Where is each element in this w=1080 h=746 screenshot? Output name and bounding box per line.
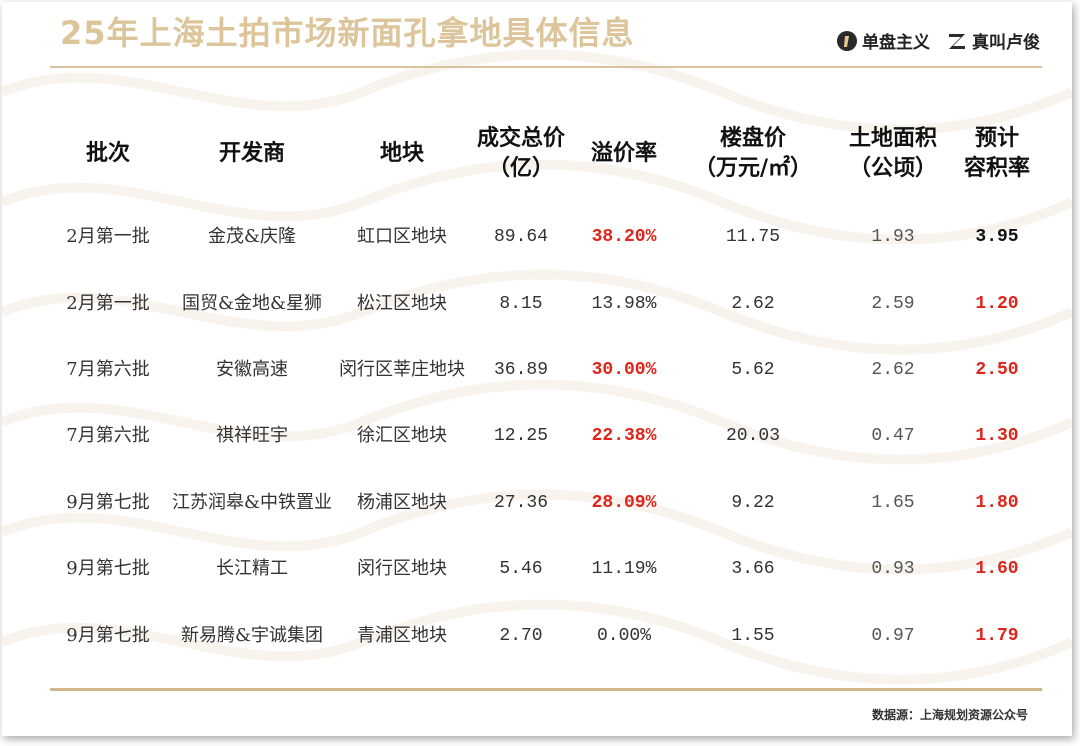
cell-total-price: 12.25 (493, 426, 548, 447)
cell-far: 1.20 (975, 293, 1019, 314)
cell-batch: 7月第六批 (66, 425, 150, 447)
brand-name-1: 单盘主义 (862, 33, 930, 53)
brand-name-2: 真叫卢俊 (972, 33, 1040, 53)
header-house-price: 楼盘价 （万元/㎡） (693, 125, 813, 181)
cell-batch: 2月第一批 (66, 226, 150, 248)
cell-plot: 闵行区地块 (357, 558, 447, 580)
table-row: 2月第一批 国贸&金地&星狮 松江区地块 8.15 13.98% 2.62 2.59 1.20 (50, 270, 1042, 336)
cell-premium-rate: 11.19% (591, 559, 657, 580)
cell-total-price: 89.64 (493, 227, 548, 248)
header-batch: 批次 (85, 140, 130, 166)
brand-zhenjiaolujun: 真叫卢俊 (946, 28, 1040, 53)
brand-danpanzhuyi: 单盘主义 (836, 28, 930, 53)
cell-plot: 杨浦区地块 (357, 491, 447, 513)
cell-developer: 江苏润皋&中铁置业 (171, 491, 333, 513)
cell-plot: 虹口区地块 (357, 226, 447, 248)
cell-total-price: 27.36 (493, 492, 548, 513)
cell-house-price: 11.75 (725, 227, 780, 248)
cell-total-price: 2.70 (499, 625, 543, 646)
cell-land-area: 1.65 (871, 492, 915, 513)
cell-house-price: 1.55 (731, 625, 775, 646)
header-total-price: 成交总价 （亿） (476, 125, 565, 181)
cell-developer: 金茂&庆隆 (207, 226, 297, 248)
table-header: 批次 开发商 地块 成交总价 （亿） 溢价率 楼盘价 （万元/㎡） 土地面积 （公顷）… (50, 102, 1042, 204)
cell-developer: 新易腾&宇诚集团 (180, 624, 324, 646)
cell-batch: 9月第七批 (66, 624, 150, 646)
cell-plot: 徐汇区地块 (357, 425, 447, 447)
cell-house-price: 3.66 (731, 559, 775, 580)
cell-land-area: 0.47 (871, 426, 915, 447)
cell-developer: 长江精工 (216, 558, 288, 580)
header-plot: 地块 (379, 140, 424, 166)
cell-premium-rate: 22.38% (591, 426, 657, 447)
table-row: 7月第六批 祺祥旺宇 徐汇区地块 12.25 22.38% 20.03 0.47 1.30 (50, 403, 1042, 469)
cell-far: 1.80 (975, 492, 1019, 513)
cell-land-area: 2.59 (871, 293, 915, 314)
cell-batch: 7月第六批 (66, 358, 150, 380)
cell-land-area: 0.93 (871, 559, 915, 580)
table-row: 7月第六批 安徽高速 闵行区莘庄地块 36.89 30.00% 5.62 2.62 2.50 (50, 337, 1042, 403)
header-premium-rate: 溢价率 (590, 140, 657, 166)
header-developer: 开发商 (218, 140, 285, 166)
cell-far: 1.79 (975, 625, 1019, 646)
cell-land-area: 1.93 (871, 227, 915, 248)
cell-total-price: 5.46 (499, 559, 543, 580)
brand-z-icon (949, 33, 965, 49)
top-divider (50, 66, 1042, 68)
cell-far: 2.50 (975, 359, 1019, 380)
bottom-divider (50, 688, 1042, 691)
cell-total-price: 36.89 (493, 359, 548, 380)
infographic-card: 25年上海土拍市场新面孔拿地具体信息 单盘主义 真叫卢俊 批次 开发商 地块 成… (2, 2, 1072, 736)
header-far: 预计 容积率 (963, 125, 1030, 181)
brand-one-icon (837, 30, 857, 51)
cell-house-price: 20.03 (725, 426, 780, 447)
background-wave-pattern (2, 49, 1072, 685)
cell-land-area: 2.62 (871, 359, 915, 380)
page-title: 25年上海土拍市场新面孔拿地具体信息 (60, 14, 635, 52)
cell-premium-rate: 13.98% (591, 293, 657, 314)
cell-plot: 青浦区地块 (357, 624, 447, 646)
cell-house-price: 9.22 (731, 492, 775, 513)
header-land-area: 土地面积 （公顷） (848, 125, 937, 181)
table-row: 9月第七批 新易腾&宇诚集团 青浦区地块 2.70 0.00% 1.55 0.97 1.79 (50, 602, 1042, 668)
table-row: 9月第七批 江苏润皋&中铁置业 杨浦区地块 27.36 28.09% 9.22 1.65 1.… (50, 470, 1042, 536)
cell-house-price: 5.62 (731, 359, 775, 380)
cell-developer: 祺祥旺宇 (216, 425, 288, 447)
cell-premium-rate: 30.00% (591, 359, 657, 380)
cell-batch: 2月第一批 (66, 292, 150, 314)
cell-total-price: 8.15 (499, 293, 543, 314)
data-source-note: 数据源：上海规划资源公众号 (871, 708, 1028, 722)
cell-premium-rate: 28.09% (591, 492, 657, 513)
cell-far: 1.30 (975, 426, 1019, 447)
cell-plot: 闵行区莘庄地块 (339, 358, 465, 380)
cell-land-area: 0.97 (871, 625, 915, 646)
cell-far: 3.95 (975, 227, 1019, 248)
cell-premium-rate: 0.00% (596, 625, 651, 646)
table-row: 2月第一批 金茂&庆隆 虹口区地块 89.64 38.20% 11.75 1.93 3.95 (50, 204, 1042, 270)
cell-developer: 安徽高速 (216, 358, 288, 380)
cell-far: 1.60 (975, 559, 1019, 580)
cell-developer: 国贸&金地&星狮 (181, 292, 323, 314)
table-row: 9月第七批 长江精工 闵行区地块 5.46 11.19% 3.66 0.93 1.60 (50, 536, 1042, 602)
cell-premium-rate: 38.20% (591, 227, 657, 248)
cell-batch: 9月第七批 (66, 558, 150, 580)
cell-house-price: 2.62 (731, 293, 775, 314)
cell-batch: 9月第七批 (66, 491, 150, 513)
land-info-table: 批次 开发商 地块 成交总价 （亿） 溢价率 楼盘价 （万元/㎡） 土地面积 （公顷）… (50, 102, 1042, 669)
cell-plot: 松江区地块 (357, 292, 447, 314)
